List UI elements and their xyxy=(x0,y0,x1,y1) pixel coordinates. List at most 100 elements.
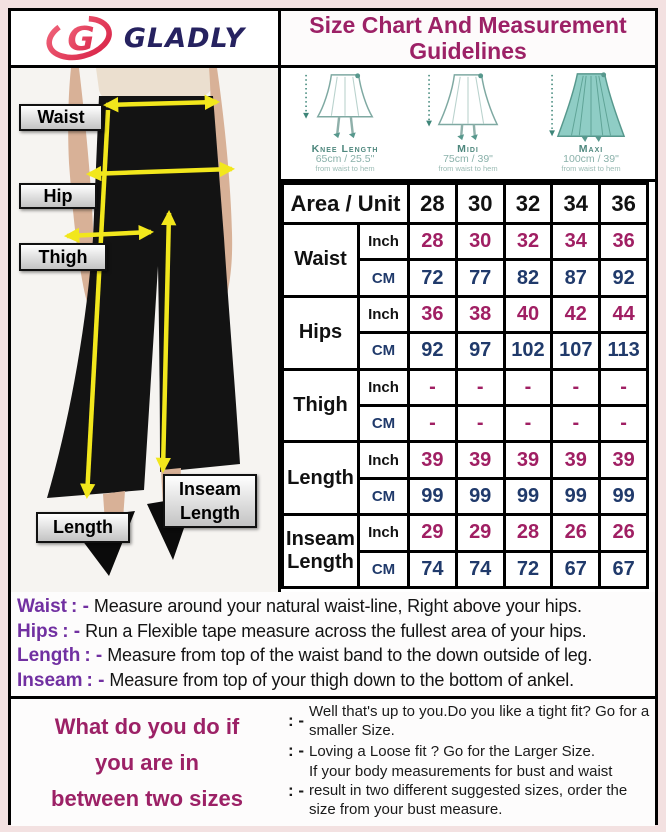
cell-value: 38 xyxy=(454,294,506,335)
table-row: CM - - - - - xyxy=(283,403,649,444)
size-table: Area / Unit 28 30 32 34 36 Waist Inch 28… xyxy=(281,182,649,590)
cell-value: 67 xyxy=(550,549,602,590)
pants-measurement-figure: Waist Hip Thigh Length Inseam Length xyxy=(11,68,281,592)
instruction-term: Waist xyxy=(17,596,67,618)
between-sizes-tips: : - Well that's up to you.Do you like a … xyxy=(283,699,655,826)
cell-value: 92 xyxy=(407,331,458,371)
cell-value: 28 xyxy=(407,221,458,262)
unit-inch: Inch xyxy=(357,221,410,262)
midi-skirt-icon xyxy=(426,73,499,141)
cell-value: 72 xyxy=(407,258,458,298)
cell-value: 74 xyxy=(454,549,506,590)
cell-value: - xyxy=(454,403,506,444)
cell-value: 39 xyxy=(502,440,554,480)
cell-value: - xyxy=(550,403,602,444)
cell-value: 82 xyxy=(502,258,554,298)
table-row: CM 74 74 72 67 67 xyxy=(283,549,649,590)
knee-length-skirt-icon xyxy=(303,73,374,139)
cell-value: 30 xyxy=(454,221,506,262)
instruction-separator: : - xyxy=(70,596,89,618)
skirt-note: from waist to hem xyxy=(561,164,621,173)
cell-value: 36 xyxy=(407,294,458,335)
cell-value: 42 xyxy=(550,294,602,335)
page-title: Size Chart And Measurement Guidelines xyxy=(281,11,655,65)
cell-value: 97 xyxy=(454,331,506,371)
cell-value: 99 xyxy=(598,476,649,517)
table-row: Waist Inch 28 30 32 34 36 xyxy=(281,221,649,298)
cell-value: 39 xyxy=(550,440,602,480)
between-sizes-question: What do you do if you are in between two… xyxy=(11,699,283,826)
pants-model-illustration xyxy=(11,68,278,592)
tip-marker: : - xyxy=(287,711,305,730)
unit-cm: CM xyxy=(357,403,410,444)
area-name: Thigh xyxy=(281,367,360,444)
brand-logo: G GLADLY xyxy=(11,11,281,65)
tip-marker: : - xyxy=(287,741,305,760)
cell-value: - xyxy=(550,367,602,407)
cell-value: 99 xyxy=(454,476,506,517)
cell-value: - xyxy=(598,403,649,444)
cell-value: 92 xyxy=(598,258,649,298)
tip-item: : - If your body measurements for bust a… xyxy=(283,762,651,819)
unit-inch: Inch xyxy=(357,294,410,335)
svg-text:G: G xyxy=(67,19,94,58)
skirt-name: Maxi xyxy=(578,143,604,155)
skirt-note: from waist to hem xyxy=(438,164,498,173)
cell-value: 77 xyxy=(454,258,506,298)
skirt-knee-length: Knee Length 65cm / 25.5" from waist to h… xyxy=(286,70,404,173)
tip-text: Well that's up to you.Do you like a tigh… xyxy=(309,703,650,739)
skirt-name: Midi xyxy=(457,143,479,155)
hip-arrow xyxy=(85,161,236,182)
area-unit-header: Area / Unit xyxy=(281,182,410,225)
cell-value: 107 xyxy=(550,331,602,371)
cell-value: - xyxy=(598,367,649,407)
cell-value: 39 xyxy=(598,440,649,480)
size-header: 28 xyxy=(407,182,458,225)
skirt-midi: Midi 75cm / 39" from waist to hem xyxy=(409,70,527,173)
skirt-length-guide: Knee Length 65cm / 25.5" from waist to h… xyxy=(281,68,655,182)
between-sizes-section: What do you do if you are in between two… xyxy=(11,699,655,826)
unit-cm: CM xyxy=(357,258,410,298)
cell-value: 26 xyxy=(598,513,649,553)
waist-label: Waist xyxy=(19,104,103,131)
instruction-term: Inseam xyxy=(17,669,83,691)
question-line: between two sizes xyxy=(51,785,243,811)
unit-inch: Inch xyxy=(357,367,410,407)
table-row: Length Inch 39 39 39 39 39 xyxy=(281,440,649,517)
size-header: 32 xyxy=(502,182,554,225)
table-row: CM 99 99 99 99 99 xyxy=(283,476,649,517)
cell-value: - xyxy=(407,367,458,407)
cell-value: - xyxy=(502,367,554,407)
tip-text: If your body measurements for bust and w… xyxy=(309,763,628,818)
cell-value: 99 xyxy=(407,476,458,517)
pants-left-leg xyxy=(47,238,158,498)
area-name: Inseam Length xyxy=(281,513,360,589)
right-column: Knee Length 65cm / 25.5" from waist to h… xyxy=(281,68,655,592)
cell-value: 99 xyxy=(550,476,602,517)
cell-value: 28 xyxy=(502,513,554,553)
length-arrow xyxy=(80,109,111,500)
instruction-text: Run a Flexible tape measure across the f… xyxy=(85,620,587,641)
table-row: CM 92 97 102 107 113 xyxy=(283,331,649,371)
cell-value: 72 xyxy=(502,549,554,590)
tip-item: : - Loving a Loose fit ? Go for the Larg… xyxy=(283,741,651,761)
table-row: Thigh Inch - - - - - xyxy=(281,367,649,444)
title-line-2: Guidelines xyxy=(409,38,527,64)
header-row: G GLADLY Size Chart And Measurement Guid… xyxy=(11,11,655,68)
inseam-length-label: Inseam Length xyxy=(163,474,257,528)
title-line-1: Size Chart And Measurement xyxy=(309,12,627,38)
cell-value: - xyxy=(502,403,554,444)
size-chart-sheet: G GLADLY Size Chart And Measurement Guid… xyxy=(8,8,658,826)
cell-value: - xyxy=(407,403,458,444)
skirt-measure: 65cm / 25.5" xyxy=(315,153,375,165)
instruction-text: Measure around your natural waist-line, … xyxy=(93,596,582,617)
skirt-name: Knee Length xyxy=(311,143,379,155)
instruction-term: Length xyxy=(17,645,81,667)
main-row: Waist Hip Thigh Length Inseam Length xyxy=(11,68,655,592)
cell-value: 99 xyxy=(502,476,554,517)
instruction-separator: : - xyxy=(84,645,103,667)
hip-label: Hip xyxy=(19,183,97,209)
thigh-label: Thigh xyxy=(19,243,107,271)
waist-arrow xyxy=(102,94,221,113)
size-header: 34 xyxy=(550,182,602,225)
